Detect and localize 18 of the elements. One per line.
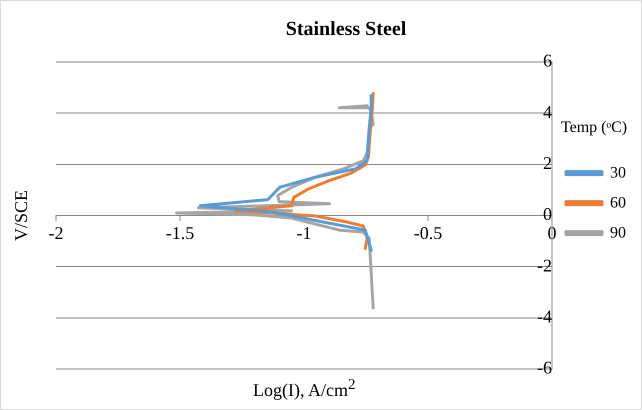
x-tick-label: -0.5 [414,223,442,244]
legend-label: 60 [610,194,626,212]
y-tick-label: -2 [537,255,552,276]
chart-title: Stainless Steel [286,18,407,40]
y-tick-label: -4 [537,306,552,327]
y-tick-label: -6 [537,358,552,378]
y-tick-label: 4 [543,102,552,122]
x-tick-label: -1 [296,223,312,244]
y-tick-label: 2 [543,153,552,174]
x-axis-title: Log(I), A/cm$^{2}$ [253,377,356,401]
legend-label: 90 [610,224,626,242]
y-tick-label: 6 [543,50,552,71]
y-axis-title: V/SCE [10,190,32,242]
x-tick-label: -2 [48,223,64,244]
legend-title: Temp (ᵒC) [560,119,628,136]
x-tick-label: -1.5 [166,223,194,244]
y-tick-label: 0 [543,204,552,224]
legend-label: 30 [610,164,626,182]
